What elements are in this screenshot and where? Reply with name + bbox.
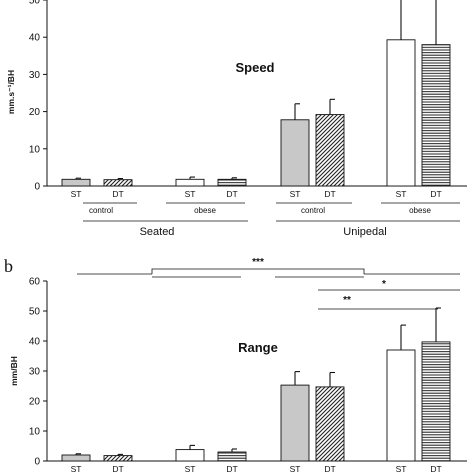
speed-chart: 0 10 20 30 40 50 mm.s⁻¹/BH Speed ST DT ST DT ST DT… (6, 0, 467, 238)
range-category-label: ST (396, 464, 407, 474)
significance-label-star: * (382, 279, 386, 290)
speed-group-label-control-2: control (301, 206, 325, 215)
speed-y-tick-label: 20 (29, 107, 41, 118)
range-bar (175, 449, 205, 462)
range-bar (315, 386, 345, 462)
speed-bar (103, 179, 133, 187)
panel-label-b: b (4, 256, 13, 276)
range-chart: b 0 10 20 30 40 50 60 mm/BH Range ST DT ST DT ST DT… (4, 256, 467, 474)
speed-bar (315, 114, 345, 187)
speed-category-label: DT (430, 189, 441, 199)
significance-label-double: ** (343, 295, 351, 306)
speed-category-label: ST (290, 189, 301, 199)
speed-y-tick-label: 0 (34, 182, 40, 193)
speed-category-label: DT (226, 189, 237, 199)
speed-category-label: DT (324, 189, 335, 199)
range-bars (61, 307, 451, 462)
speed-title: Speed (235, 60, 274, 75)
speed-bar (421, 44, 451, 187)
speed-category-labels: ST DT ST DT ST DT ST DT (71, 189, 442, 199)
range-category-label: DT (226, 464, 237, 474)
range-y-tick-label: 30 (29, 367, 41, 378)
speed-y-tick-label: 40 (29, 33, 41, 44)
range-category-label: DT (430, 464, 441, 474)
speed-bars (61, 0, 451, 187)
range-bar (103, 455, 133, 462)
speed-group-label-control-1: control (89, 206, 113, 215)
range-y-tick-label: 10 (29, 427, 41, 438)
speed-bar (386, 39, 416, 187)
range-y-tick-label: 60 (29, 277, 41, 288)
speed-category-label: ST (185, 189, 196, 199)
speed-bar (280, 119, 310, 187)
range-category-label: ST (71, 464, 82, 474)
speed-y-tick-label: 10 (29, 144, 41, 155)
range-bar (386, 349, 416, 462)
speed-condition-label-unipedal: Unipedal (343, 226, 386, 238)
speed-y-tick-label: 30 (29, 70, 41, 81)
range-y-tick-label: 40 (29, 337, 41, 348)
speed-group-label-obese-1: obese (194, 206, 216, 215)
range-category-label: DT (112, 464, 123, 474)
range-category-label: DT (324, 464, 335, 474)
range-category-label: ST (185, 464, 196, 474)
speed-y-axis-label: mm.s⁻¹/BH (6, 70, 16, 114)
speed-y-tick-label: 50 (29, 0, 41, 7)
range-y-axis-label: mm/BH (9, 356, 19, 386)
range-y-ticks: 0 10 20 30 40 50 60 (29, 277, 47, 468)
speed-category-label: DT (112, 189, 123, 199)
range-bar (280, 384, 310, 462)
speed-bar (61, 178, 91, 187)
range-category-label: ST (290, 464, 301, 474)
range-y-tick-label: 50 (29, 307, 41, 318)
range-y-tick-label: 0 (34, 457, 40, 468)
range-bar (61, 454, 91, 462)
speed-bar (175, 178, 205, 187)
range-title: Range (238, 340, 278, 355)
range-y-tick-label: 20 (29, 397, 41, 408)
significance-label-main: *** (252, 257, 264, 268)
speed-category-label: ST (396, 189, 407, 199)
speed-category-label: ST (71, 189, 82, 199)
range-bar (421, 341, 451, 462)
sig-bracket-seated (151, 268, 365, 274)
range-bar (217, 451, 247, 462)
speed-bar (217, 178, 247, 187)
range-category-labels: ST DT ST DT ST DT ST DT (71, 464, 442, 474)
significance-bracket-main (77, 268, 460, 278)
speed-y-ticks: 0 10 20 30 40 50 (29, 0, 47, 193)
speed-group-label-obese-2: obese (409, 206, 431, 215)
speed-condition-label-seated: Seated (140, 226, 175, 238)
